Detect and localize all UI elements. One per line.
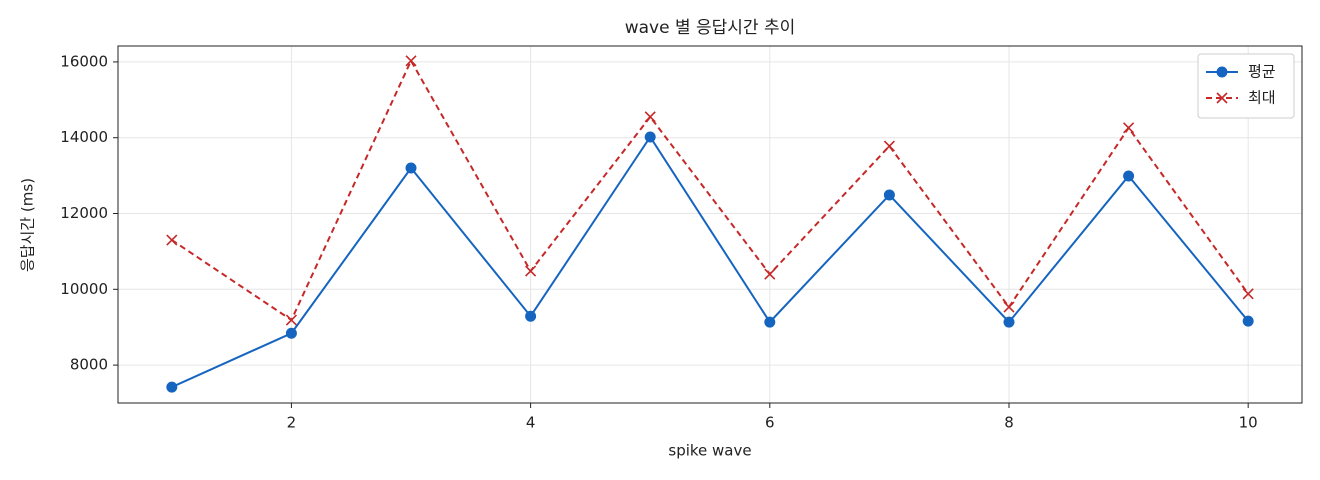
x-tick-label: 6 [765, 414, 775, 432]
y-axis-label: 응답시간 (ms) [19, 178, 37, 272]
data-point [525, 310, 537, 322]
series-line [171, 135, 1249, 388]
y-tick-label: 12000 [60, 204, 108, 222]
data-point [285, 327, 297, 339]
data-point [1003, 316, 1015, 328]
data-point [883, 189, 895, 201]
data-point [644, 111, 656, 123]
legend-label: 최대 [1248, 89, 1276, 107]
data-point [764, 316, 776, 328]
data-point [166, 234, 178, 246]
y-tick-label: 10000 [60, 280, 108, 298]
x-tick-label: 10 [1239, 414, 1258, 432]
data-point [883, 140, 895, 152]
x-tick-label: 4 [526, 414, 536, 432]
legend-marker [1216, 66, 1228, 78]
data-point [405, 55, 417, 67]
data-point [525, 265, 537, 277]
legend-box [1197, 53, 1295, 119]
x-axis-label: spike wave [668, 442, 751, 460]
legend-label: 평균 [1248, 63, 1276, 81]
y-tick-label: 14000 [60, 128, 108, 146]
data-point [1242, 288, 1254, 300]
data-point [166, 381, 178, 393]
data-point [1242, 315, 1254, 327]
data-point [764, 268, 776, 280]
data-point [1123, 170, 1135, 182]
data-point [405, 162, 417, 174]
chart-title: wave 별 응답시간 추이 [625, 18, 796, 38]
data-point [1123, 122, 1135, 134]
x-tick-label: 8 [1004, 414, 1014, 432]
y-tick-label: 16000 [60, 52, 108, 70]
legend-marker [1216, 92, 1228, 104]
data-point [644, 131, 656, 143]
data-point [285, 314, 297, 326]
x-tick-label: 2 [287, 414, 297, 432]
data-point [1003, 301, 1015, 313]
y-tick-label: 8000 [70, 356, 108, 374]
series-line [171, 58, 1249, 322]
plot-frame [117, 45, 1303, 404]
